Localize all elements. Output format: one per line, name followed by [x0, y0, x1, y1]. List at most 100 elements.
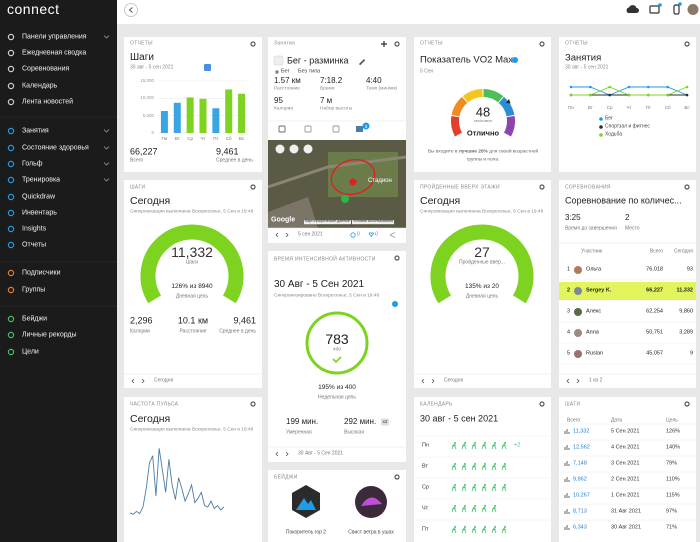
table-header: Цель	[666, 417, 678, 424]
menu-icon	[7, 315, 15, 323]
menu-item[interactable]: Занятия	[22, 127, 49, 135]
card-graphics	[268, 255, 406, 457]
participant-total: 62,254	[646, 308, 663, 315]
steps-goal: 110%	[666, 476, 680, 483]
badges-card[interactable]: БЕЙДЖИ Покоритель гор 2 Свист ветра в ушах	[268, 470, 406, 542]
activity-icon-body	[491, 464, 497, 471]
bars-icon	[564, 445, 570, 450]
menu-item[interactable]: Quickdraw	[22, 193, 56, 201]
menu-chevron	[103, 162, 110, 166]
map-attribution: Google	[271, 216, 296, 224]
map-data: Картографические данные	[304, 219, 351, 224]
badge-mountain	[296, 498, 316, 510]
vo2-card[interactable]: ОТЧЕТЫ Показатель VO2 Max 5 Сен 48 мл/кг/мин…	[414, 37, 551, 172]
menu-icon	[7, 286, 15, 294]
menu-item[interactable]: Цели	[22, 348, 39, 356]
steps-list-card[interactable]: ШАГИ Всего Дата Цель 11,332 5 Сен 2021 126% 12,…	[559, 397, 696, 542]
share-icon	[389, 232, 396, 238]
activity-icon-head	[464, 505, 466, 507]
card-graphics	[158, 41, 256, 134]
participant-today: 9,860	[679, 308, 693, 315]
menu-item[interactable]: Лента новостей	[22, 98, 74, 106]
activity-icon-head	[484, 463, 486, 465]
activity-card[interactable]: Занятия Бег - разминка Бег Без типа 1.57 км Р…	[268, 37, 406, 243]
goal-gauge	[140, 224, 244, 304]
steps-report-card[interactable]: ОТЧЕТЫ Шаги 30 авг - 5 сен 2021 0 5,000 10,00…	[124, 37, 262, 172]
badge-helmet	[361, 497, 382, 506]
bars-icon	[564, 509, 570, 514]
activity-icon-body	[491, 506, 497, 513]
rank: 5	[567, 350, 571, 357]
card-title: Занятия	[565, 52, 602, 64]
steps-date: 31 Авг 2021	[611, 508, 642, 515]
map-terms: Условия использования	[352, 219, 394, 224]
menu-item[interactable]: Календарь	[22, 82, 58, 90]
menu-item[interactable]: Ежедневная сводка	[22, 49, 87, 57]
like-icon	[368, 232, 375, 238]
series-point	[627, 93, 631, 97]
card-label: ОТЧЕТЫ	[130, 40, 153, 47]
participant-today: 9	[689, 350, 693, 357]
card-title: Показатель VO2 Max	[420, 54, 514, 66]
activity-icon-head	[484, 484, 486, 486]
competition-card[interactable]: СОРЕВНОВАНИЯ Соревнование по количес... 3:…	[559, 180, 696, 388]
menu-item[interactable]: Отчеты	[22, 241, 47, 249]
menu-item[interactable]: Подписчики	[22, 269, 61, 277]
settings-icon	[250, 184, 256, 190]
bars-icon	[564, 525, 570, 530]
participant-name: Anna	[586, 329, 599, 336]
card-label: ПРОЙДЕННЫЕ ВВЕРХ ЭТАЖИ	[420, 184, 500, 191]
activity-icon-head	[454, 505, 456, 507]
prev-arrow	[131, 378, 135, 384]
inbox-icon[interactable]	[649, 5, 660, 14]
menu-item[interactable]: Состояние здоровья	[22, 144, 89, 152]
settings-icon	[250, 41, 256, 47]
activity-icon-head	[494, 505, 496, 507]
activity-icon-head	[484, 442, 486, 444]
steps-goal: 79%	[666, 460, 678, 467]
edit-icon	[359, 59, 366, 66]
menu-icon	[7, 176, 15, 184]
stat-value: 2,296	[130, 315, 153, 326]
menu-item[interactable]: Соревнования	[22, 65, 70, 73]
series-point	[666, 93, 669, 97]
heart-rate-card[interactable]: ЧАСТОТА ПУЛЬСА Сегодня Синхронизация выпол…	[124, 397, 262, 542]
heart-rate-line	[129, 448, 225, 515]
activity-icon-body	[481, 527, 487, 534]
activities-report-card[interactable]: ОТЧЕТЫ Занятия 30 авг - 5 сен 2021 Пн Вт Ср Чт…	[559, 37, 696, 172]
participant-name: Ольга	[586, 266, 602, 273]
back-button[interactable]	[124, 3, 138, 17]
gauge-segment	[498, 96, 515, 117]
stat-label: Умеренная	[286, 429, 312, 436]
menu-item[interactable]: Инвентарь	[22, 209, 57, 217]
next-arrow	[285, 451, 289, 457]
stat-value: 1.57 км	[274, 76, 301, 85]
menu-item[interactable]: Тренировка	[22, 176, 61, 184]
sync-icon[interactable]	[626, 5, 639, 13]
menu-item[interactable]: Insights	[22, 225, 47, 233]
menu-item[interactable]: Бейджи	[22, 315, 48, 323]
device-icon[interactable]	[673, 4, 680, 15]
sport-type-icon	[275, 70, 279, 74]
steps-today-card[interactable]: ШАГИ Сегодня Синхронизация выполнена Воскр…	[124, 180, 262, 388]
menu-item[interactable]: Гольф	[22, 160, 43, 168]
menu-item[interactable]: Личные рекорды	[22, 331, 77, 339]
steps-total: 11,332	[573, 428, 590, 435]
menu-item[interactable]: Панели управления	[22, 33, 87, 41]
rank: 2	[567, 287, 571, 294]
calendar-card[interactable]: КАЛЕНДАРЬ 30 авг - 5 сен 2021 Пн +2 Вт Ср Чт Пт	[414, 397, 551, 542]
floors-card[interactable]: ПРОЙДЕННЫЕ ВВЕРХ ЭТАЖИ Сегодня Синхронизац…	[414, 180, 551, 388]
menu-icon	[7, 225, 15, 233]
avatar[interactable]	[687, 4, 699, 15]
participant-today: 93	[686, 266, 693, 273]
gauge-value: 27	[474, 244, 490, 260]
intensity-card[interactable]: ВРЕМЯ ИНТЕНСИВНОЙ АКТИВНОСТИ 30 Авг - 5 С…	[268, 251, 406, 462]
gauge-label: Шаги	[186, 259, 198, 266]
menu-item[interactable]: Группы	[22, 286, 46, 294]
bar	[160, 111, 168, 133]
participant-total: 45,057	[646, 350, 663, 357]
goal-ring	[305, 311, 369, 375]
multiplier-badge	[381, 418, 389, 426]
sidebar: connect Панели управления Ежедневная сводк…	[0, 0, 117, 542]
activity-icon-body	[491, 527, 497, 534]
